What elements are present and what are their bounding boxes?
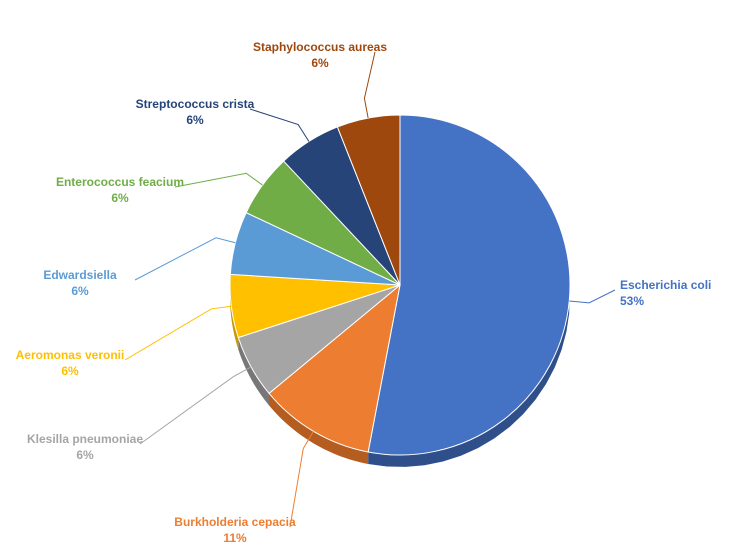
label-enterococcus: Enterococcus feacium6%	[50, 175, 190, 206]
pie-chart-container: Escherichia coli53% Burkholderia cepacia1…	[0, 0, 750, 553]
label-percent: 6%	[125, 113, 265, 129]
label-name: Aeromonas veronii	[0, 348, 140, 364]
label-aeromonas: Aeromonas veronii6%	[0, 348, 140, 379]
label-name: Enterococcus feacium	[50, 175, 190, 191]
label-percent: 6%	[50, 191, 190, 207]
label-burkholderia: Burkholderia cepacia11%	[165, 515, 305, 546]
label-name: Burkholderia cepacia	[165, 515, 305, 531]
label-percent: 53%	[620, 294, 711, 310]
label-klesilla: Klesilla pneumoniae6%	[15, 432, 155, 463]
label-percent: 6%	[10, 284, 150, 300]
label-name: Escherichia coli	[620, 278, 711, 294]
label-name: Edwardsiella	[10, 268, 150, 284]
label-percent: 6%	[15, 448, 155, 464]
label-percent: 6%	[0, 364, 140, 380]
label-percent: 6%	[250, 56, 390, 72]
label-name: Streptococcus crista	[125, 97, 265, 113]
label-name: Klesilla pneumoniae	[15, 432, 155, 448]
label-edwardsiella: Edwardsiella6%	[10, 268, 150, 299]
label-name: Staphylococcus aureas	[250, 40, 390, 56]
label-percent: 11%	[165, 531, 305, 547]
label-ecoli: Escherichia coli53%	[620, 278, 711, 309]
label-staphylococcus: Staphylococcus aureas6%	[250, 40, 390, 71]
label-streptococcus: Streptococcus crista6%	[125, 97, 265, 128]
